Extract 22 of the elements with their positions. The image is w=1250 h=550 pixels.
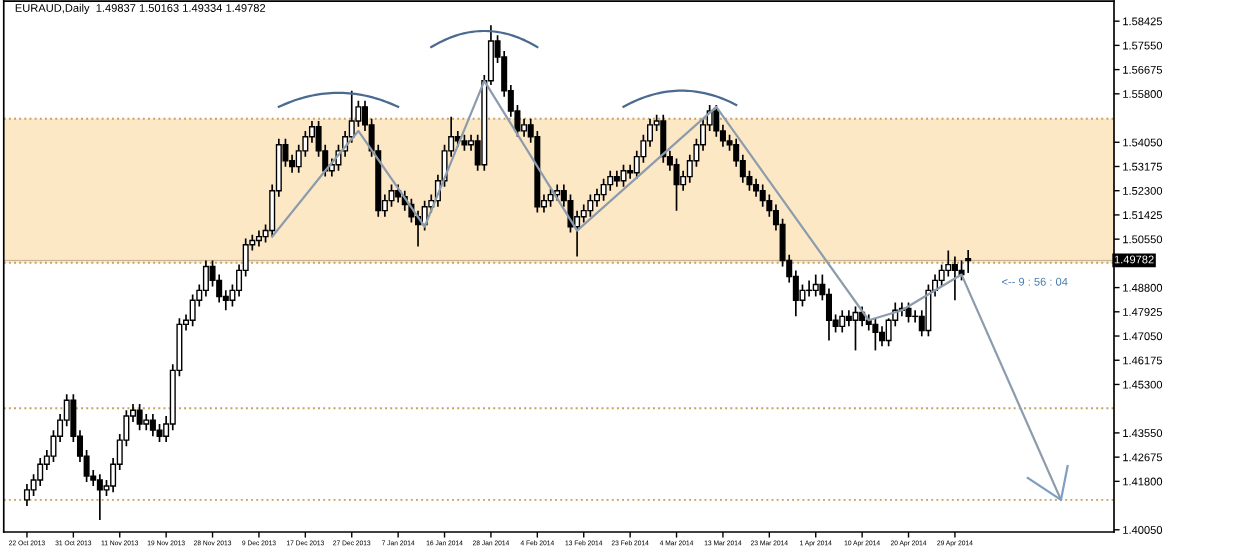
candlestick [872, 317, 879, 352]
candlestick [587, 193, 594, 218]
candlestick [965, 249, 972, 274]
candlestick [812, 273, 819, 298]
candlestick [96, 473, 103, 521]
candlestick [839, 309, 846, 334]
candlestick [136, 403, 143, 431]
candlestick [627, 163, 634, 180]
candlestick [189, 293, 196, 328]
candlestick [925, 283, 932, 338]
candlestick [149, 413, 156, 438]
candlestick [673, 157, 680, 212]
candlestick [799, 283, 806, 308]
candlestick [852, 305, 859, 352]
candlestick [945, 249, 952, 278]
candlestick [600, 177, 607, 202]
candlestick [951, 255, 958, 302]
candlestick [202, 259, 209, 298]
candlestick [878, 325, 886, 348]
candlestick [905, 301, 912, 324]
candlestick [620, 163, 627, 188]
candlestick [660, 114, 667, 164]
